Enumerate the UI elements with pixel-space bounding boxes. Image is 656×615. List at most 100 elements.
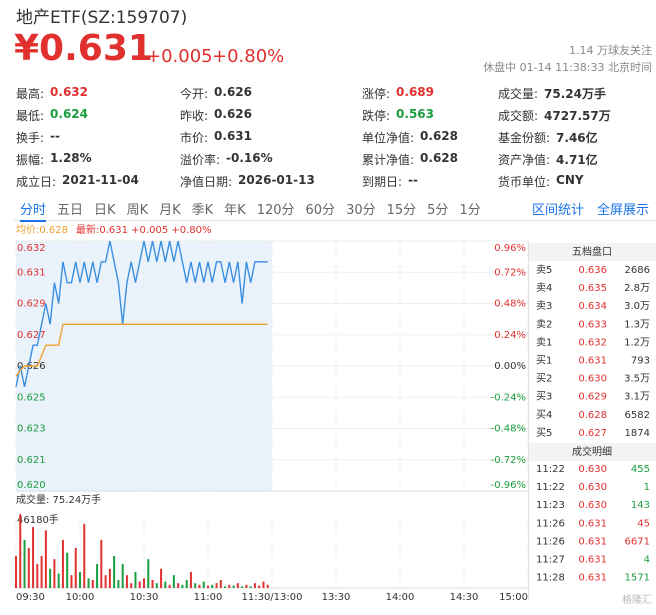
trade-time: 11:28 (536, 573, 565, 584)
volume-bar (40, 555, 43, 588)
x-tick-label: 10:00 (66, 592, 95, 603)
volume-bar (27, 547, 30, 588)
legend-avg: 均价:0.628 (16, 224, 68, 236)
price-line (15, 240, 268, 387)
book-volume: 1874 (625, 428, 650, 439)
volume-bar (236, 583, 239, 588)
tab[interactable]: 15分 (386, 203, 417, 218)
volume-bar (245, 584, 248, 588)
volume-bar (211, 584, 214, 588)
tab[interactable]: 分时 (20, 199, 47, 222)
book-price: 0.627 (578, 428, 607, 439)
book-volume: 1.2万 (624, 337, 650, 348)
trades-title: 成交明细 (572, 445, 612, 458)
volume-bar (253, 583, 256, 588)
y-tick-label: 0.621 (17, 455, 46, 466)
book-volume: 2686 (625, 265, 650, 276)
volume-bar (249, 586, 252, 588)
y2-tick-label: 0.24% (494, 330, 526, 341)
stat-label: 累计净值: (362, 153, 415, 167)
stat-value: 0.628 (420, 129, 459, 143)
stat-label: 基金份额: (498, 131, 551, 145)
stat-label: 单位净值: (362, 131, 415, 145)
book-label: 卖2 (536, 318, 552, 330)
panel-header (529, 243, 656, 261)
tab[interactable]: 日K (94, 203, 116, 218)
x-tick-label: 14:00 (386, 592, 415, 603)
tab[interactable]: 月K (159, 203, 181, 218)
trade-price: 0.631 (578, 536, 607, 547)
watermark: 格隆汇 (622, 593, 652, 606)
tab[interactable]: 五日 (57, 203, 84, 218)
tab-link[interactable]: 区间统计 (532, 203, 585, 218)
stat-value: 0.563 (396, 107, 435, 121)
stat-label: 跌停: (362, 109, 391, 123)
tab[interactable]: 年K (224, 203, 246, 218)
volume-bar (32, 527, 35, 588)
x-tick-label: 11:00 (194, 592, 223, 603)
tab-link[interactable]: 全屏展示 (597, 203, 650, 218)
volume-bar (66, 552, 69, 588)
stat-value: 2021-11-04 (62, 173, 139, 187)
price: ¥0.631 (14, 28, 153, 69)
volume-bar (79, 571, 81, 588)
book-price: 0.632 (578, 337, 607, 348)
x-tick-label: 15:00 (499, 592, 528, 603)
volume-bar (258, 585, 261, 588)
volume-bar (219, 579, 222, 588)
y2-tick-label: -0.72% (491, 455, 526, 466)
book-price: 0.629 (578, 392, 607, 403)
x-tick-label: 10:30 (130, 592, 159, 603)
stat-value: 0.632 (50, 85, 89, 99)
stat-value: 75.24万手 (544, 87, 607, 101)
stat-label: 成交额: (498, 109, 539, 123)
trade-time: 11:22 (536, 482, 565, 493)
book-label: 卖5 (536, 264, 552, 276)
tab[interactable]: 1分 (459, 203, 481, 218)
tab[interactable]: 60分 (305, 203, 336, 218)
tab[interactable]: 季K (191, 203, 214, 218)
volume-bar (155, 583, 158, 588)
volume-bar (262, 581, 265, 588)
book-label: 买3 (536, 391, 552, 403)
volume-bar (232, 585, 235, 588)
volume-bar (241, 586, 244, 588)
volume-bar (202, 581, 205, 588)
volume-bar (15, 555, 17, 588)
tab[interactable]: 30分 (346, 203, 376, 218)
volume-bar (207, 585, 209, 588)
y2-tick-label: 0.72% (494, 267, 526, 278)
volume-bar (87, 578, 90, 588)
volume-bar (164, 581, 167, 588)
trade-price: 0.630 (578, 482, 607, 493)
y2-tick-label: -0.24% (491, 392, 526, 403)
stat-label: 换手: (16, 131, 45, 145)
book-volume: 3.1万 (624, 392, 650, 403)
volume-bar (117, 579, 120, 588)
book-volume: 3.5万 (624, 374, 650, 385)
stat-value: 0.626 (214, 107, 253, 121)
trade-price: 0.631 (578, 518, 607, 529)
y2-tick-label: 0.00% (494, 361, 526, 372)
book-price: 0.636 (578, 265, 607, 276)
tab[interactable]: 周K (126, 203, 149, 218)
book-label: 买4 (536, 409, 552, 421)
book-volume: 3.0万 (624, 301, 650, 312)
stat-value: CNY (556, 173, 584, 187)
y-tick-label: 0.631 (17, 267, 46, 278)
volume-bar (168, 584, 171, 588)
book-price: 0.634 (578, 301, 607, 312)
volume-bar (57, 573, 60, 588)
volume-bar (83, 523, 86, 588)
tab[interactable]: 120分 (256, 203, 295, 218)
volume-bar (143, 578, 145, 588)
tab[interactable]: 5分 (427, 203, 449, 218)
book-label: 买5 (536, 427, 552, 439)
volume-bar (172, 575, 175, 588)
y2-tick-label: -0.96% (491, 480, 526, 491)
y-tick-label: 0.632 (17, 243, 46, 254)
followers: 1.14 万球友关注 (569, 44, 652, 57)
volume-bar (147, 559, 150, 588)
y2-tick-label: -0.48% (491, 424, 526, 435)
volume-bar (49, 568, 52, 588)
